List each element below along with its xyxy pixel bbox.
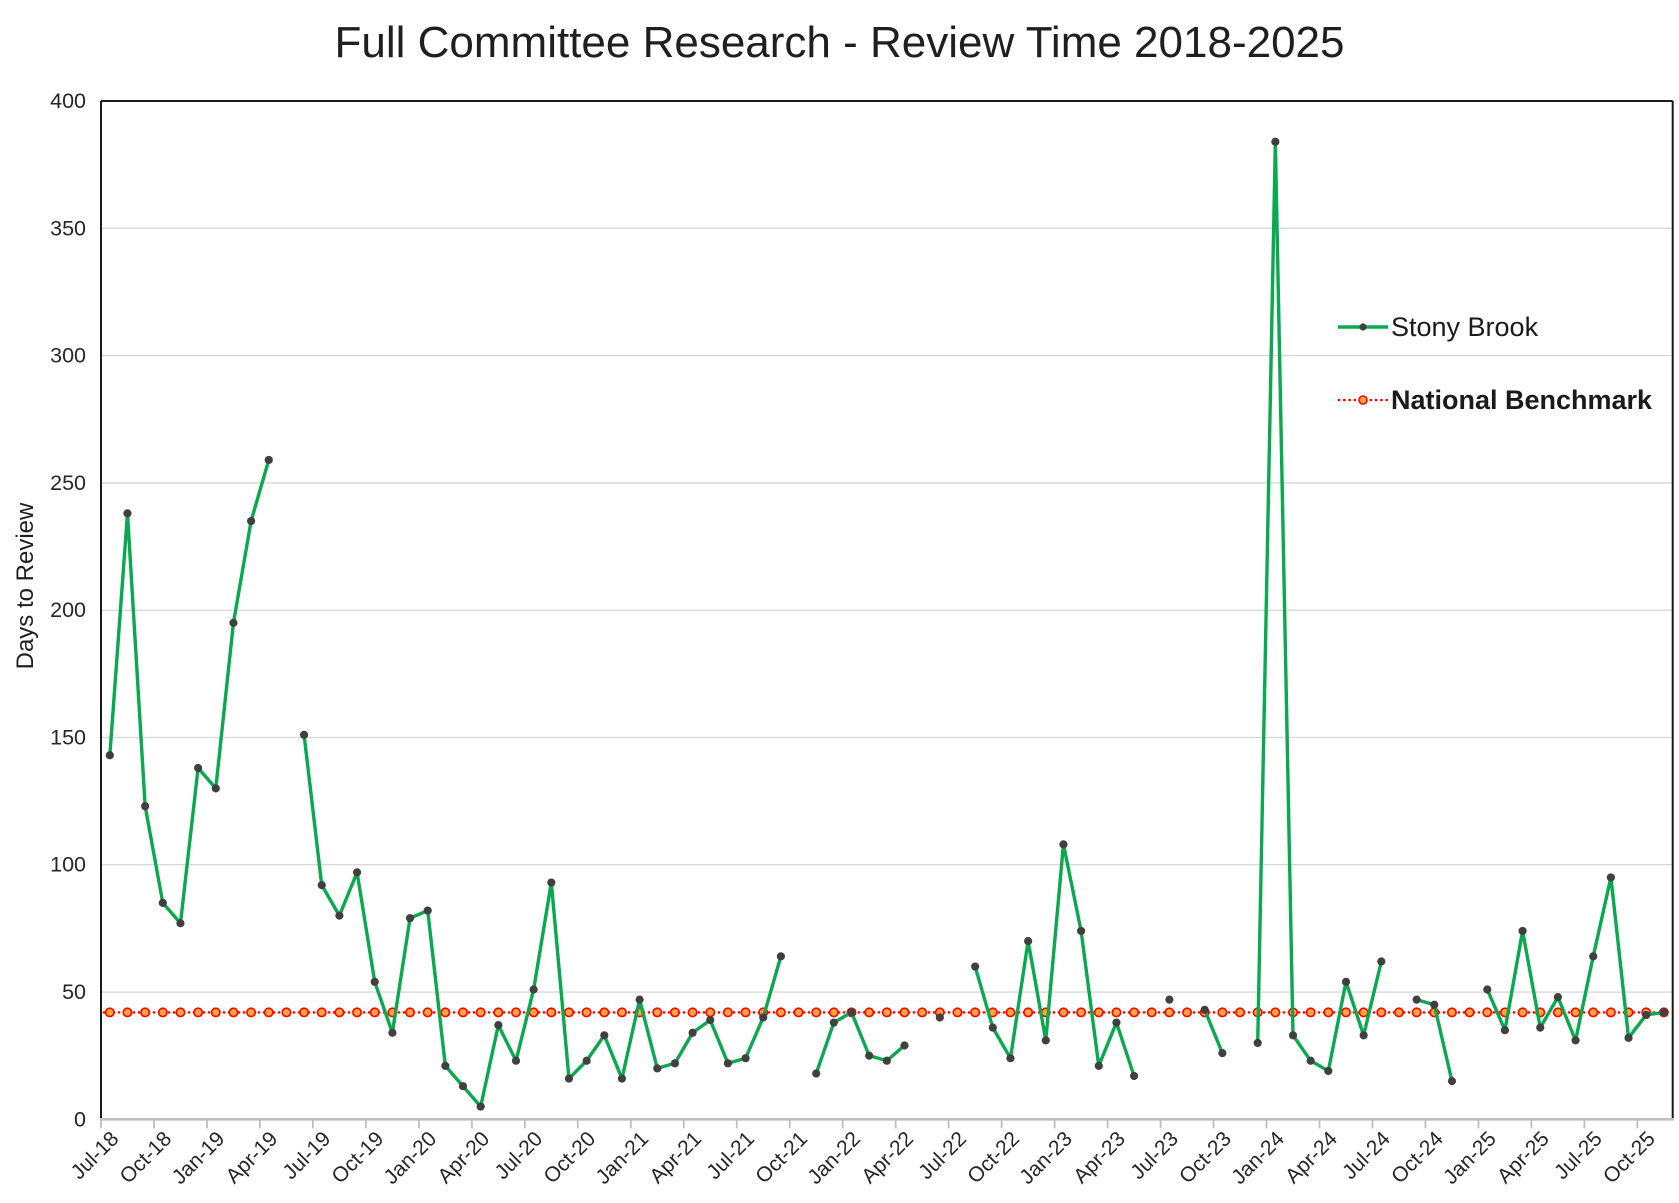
legend: Stony Brook National Benchmark [1338, 300, 1668, 427]
national-benchmark-line-swatch-icon [1338, 395, 1388, 405]
svg-text:Oct-21: Oct-21 [751, 1127, 812, 1188]
legend-label-stony-brook: Stony Brook [1391, 311, 1539, 342]
svg-text:Apr-22: Apr-22 [857, 1127, 918, 1188]
svg-text:Oct-18: Oct-18 [116, 1127, 177, 1188]
svg-text:Oct-25: Oct-25 [1599, 1127, 1660, 1188]
svg-text:350: 350 [50, 216, 86, 240]
svg-text:Jan-23: Jan-23 [1015, 1127, 1077, 1189]
svg-text:Jan-22: Jan-22 [803, 1127, 865, 1189]
svg-text:300: 300 [50, 344, 86, 368]
svg-text:400: 400 [50, 89, 86, 113]
svg-text:Jul-22: Jul-22 [914, 1127, 971, 1184]
svg-text:Oct-19: Oct-19 [327, 1127, 388, 1188]
svg-text:Jan-24: Jan-24 [1227, 1127, 1289, 1189]
svg-text:Apr-23: Apr-23 [1069, 1127, 1130, 1188]
svg-text:Apr-20: Apr-20 [433, 1127, 494, 1188]
svg-text:150: 150 [50, 725, 86, 749]
svg-text:Oct-24: Oct-24 [1387, 1127, 1448, 1188]
svg-text:Apr-25: Apr-25 [1493, 1127, 1554, 1188]
legend-label-national-benchmark: National Benchmark [1391, 384, 1653, 415]
svg-text:Apr-24: Apr-24 [1281, 1127, 1342, 1188]
svg-text:Jan-19: Jan-19 [168, 1127, 230, 1189]
chart-title: Full Committee Research - Review Time 20… [334, 18, 1345, 67]
svg-text:100: 100 [50, 853, 86, 877]
svg-text:250: 250 [50, 471, 86, 495]
svg-text:Apr-19: Apr-19 [221, 1127, 282, 1188]
legend-item-stony-brook: Stony Brook [1338, 300, 1668, 354]
svg-text:Jan-21: Jan-21 [591, 1127, 653, 1189]
legend-item-national-benchmark: National Benchmark [1338, 373, 1668, 427]
svg-text:Jul-24: Jul-24 [1338, 1127, 1395, 1184]
svg-text:Oct-23: Oct-23 [1175, 1127, 1236, 1188]
svg-text:Jul-19: Jul-19 [279, 1127, 336, 1184]
svg-text:Jul-18: Jul-18 [67, 1127, 124, 1184]
svg-text:Jan-20: Jan-20 [380, 1127, 442, 1189]
svg-text:Jan-25: Jan-25 [1439, 1127, 1501, 1189]
svg-text:Jul-21: Jul-21 [702, 1127, 759, 1184]
svg-text:Jul-25: Jul-25 [1550, 1127, 1607, 1184]
svg-text:Jul-23: Jul-23 [1126, 1127, 1183, 1184]
svg-text:50: 50 [62, 980, 86, 1004]
svg-text:200: 200 [50, 598, 86, 622]
svg-text:0: 0 [74, 1107, 86, 1131]
svg-text:Apr-21: Apr-21 [645, 1127, 706, 1188]
svg-text:Oct-20: Oct-20 [539, 1127, 600, 1188]
stony-brook-line-swatch-icon [1338, 323, 1388, 331]
svg-text:Oct-22: Oct-22 [963, 1127, 1024, 1188]
svg-text:Jul-20: Jul-20 [490, 1127, 547, 1184]
